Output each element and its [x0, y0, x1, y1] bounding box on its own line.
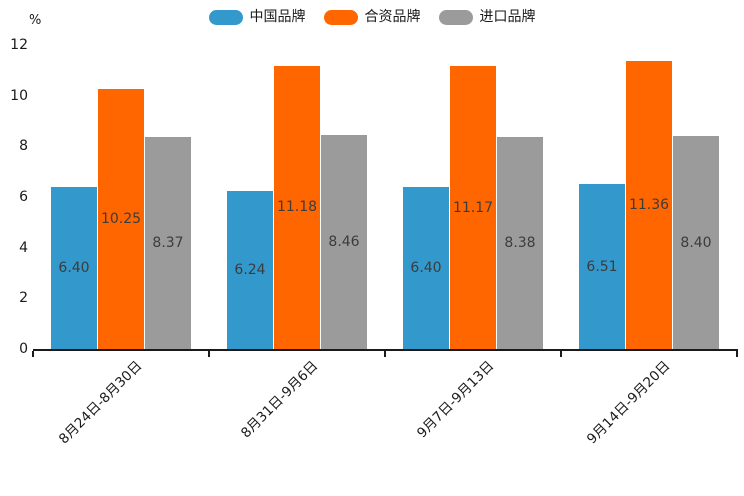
- bar-中国品牌-3: [579, 184, 625, 349]
- bar-value-label: 11.17: [452, 199, 494, 216]
- legend-item-label: 进口品牌: [479, 9, 536, 25]
- bar-value-label: 8.46: [328, 233, 360, 250]
- legend-item-label: 中国品牌: [249, 9, 306, 25]
- y-tick-label: 12: [10, 37, 28, 53]
- bar-合资品牌-2: [450, 66, 496, 349]
- bar-合资品牌-1: [274, 65, 320, 349]
- legend: 中国品牌 合资品牌 进口品牌: [0, 8, 744, 26]
- bar-value-label: 6.24: [234, 261, 266, 278]
- legend-swatch-icon: [323, 9, 358, 25]
- legend-swatch-icon: [208, 9, 243, 25]
- bar-进口品牌-0: [145, 136, 191, 349]
- bar-合资品牌-3: [626, 61, 672, 349]
- bar-value-label: 8.40: [680, 234, 712, 251]
- bar-value-label: 10.25: [100, 211, 142, 228]
- x-tick-mark: [560, 351, 562, 357]
- bar-value-label: 6.40: [410, 259, 442, 276]
- y-tick-label: 4: [19, 239, 28, 256]
- x-category-label: 8月24日-8月30日: [55, 358, 146, 448]
- y-tick-label: 10: [10, 87, 28, 104]
- x-tick-mark: [384, 351, 386, 357]
- bar-value-label: 8.37: [152, 234, 184, 251]
- bar-value-label: 6.51: [586, 258, 618, 275]
- bar-合资品牌-0: [98, 89, 144, 349]
- y-axis-unit-label: %: [29, 13, 42, 28]
- bar-进口品牌-1: [321, 134, 367, 349]
- bar-进口品牌-3: [673, 136, 719, 349]
- legend-swatch-icon: [438, 9, 473, 25]
- bar-value-label: 11.36: [628, 197, 670, 214]
- legend-item-2: 进口品牌: [438, 8, 536, 26]
- bar-value-label: 6.40: [58, 259, 90, 276]
- legend-item-1: 合资品牌: [323, 8, 421, 26]
- bar-value-label: 11.18: [276, 199, 318, 216]
- x-tick-mark: [736, 351, 738, 357]
- x-tick-mark: [32, 351, 34, 357]
- bar-value-label: 8.38: [504, 234, 536, 251]
- y-tick-label: 8: [19, 138, 28, 155]
- y-tick-label: 6: [19, 189, 28, 205]
- bar-中国品牌-0: [51, 186, 97, 349]
- bar-中国品牌-2: [403, 186, 449, 349]
- legend-item-label: 合资品牌: [364, 9, 421, 25]
- x-axis-line: [33, 349, 738, 351]
- bar-进口品牌-2: [497, 136, 543, 349]
- bar-中国品牌-1: [227, 190, 273, 349]
- legend-item-0: 中国品牌: [208, 8, 306, 26]
- y-tick-label: 2: [19, 290, 28, 307]
- y-tick-label: 0: [19, 341, 28, 357]
- x-tick-mark: [208, 351, 210, 357]
